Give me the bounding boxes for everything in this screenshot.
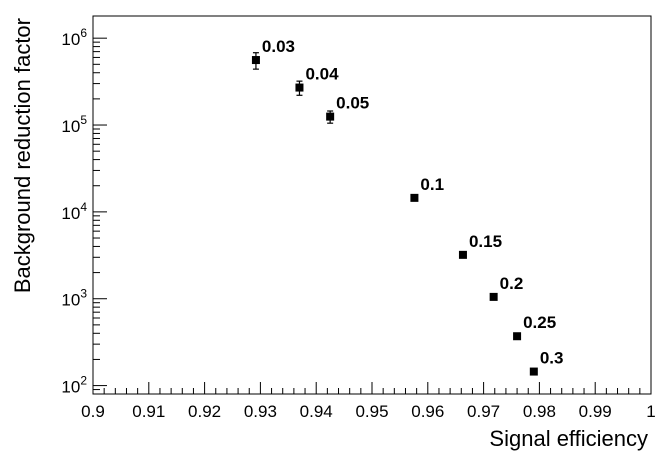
y-tick-base: 10: [61, 117, 80, 136]
y-tick-label: 103: [61, 287, 87, 310]
x-tick-label: 0.93: [244, 402, 277, 421]
data-point-marker: [458, 250, 467, 259]
data-point-marker: [326, 112, 335, 121]
data-point-marker: [529, 367, 538, 376]
y-tick-base: 10: [61, 30, 80, 49]
x-tick-label: 0.94: [300, 402, 333, 421]
x-tick-label: 0.9: [81, 402, 105, 421]
y-tick-exponent: 5: [80, 113, 87, 127]
data-point-label: 0.03: [262, 37, 295, 56]
x-axis-ticks: 0.9 0.91 0.92 0.93 0.94 0.95 0.96 0.97 0.98 0.99 1: [81, 382, 656, 421]
x-tick-label: 0.95: [355, 402, 388, 421]
y-tick-label: 104: [61, 200, 87, 223]
x-tick-label: 0.91: [132, 402, 165, 421]
x-tick-label: 0.99: [579, 402, 612, 421]
data-point-marker: [295, 83, 304, 92]
data-point-marker: [489, 292, 498, 301]
y-tick-exponent: 6: [80, 26, 87, 40]
data-point-label: 0.1: [420, 175, 444, 194]
y-axis-title: Background reduction factor: [10, 18, 35, 293]
y-tick-label: 106: [61, 26, 87, 49]
x-axis-title: Signal efficiency: [489, 426, 648, 451]
y-tick-base: 10: [61, 204, 80, 223]
x-tick-label: 0.92: [188, 402, 221, 421]
y-tick-base: 10: [61, 291, 80, 310]
y-tick-base: 10: [61, 378, 80, 397]
data-point-label: 0.15: [469, 232, 502, 251]
x-tick-label: 0.98: [523, 402, 556, 421]
data-point-label: 0.05: [336, 94, 369, 113]
data-point-label: 0.25: [523, 313, 556, 332]
y-tick-exponent: 3: [80, 287, 87, 301]
plot-frame: [92, 15, 652, 395]
y-tick-label: 105: [61, 113, 87, 136]
data-point-label: 0.2: [500, 274, 524, 293]
data-point-marker: [410, 193, 419, 202]
x-tick-label: 0.96: [411, 402, 444, 421]
y-tick-exponent: 2: [80, 374, 87, 388]
data-point-marker: [513, 332, 522, 341]
data-point-label: 0.04: [305, 65, 339, 84]
data-points: 0.03 0.04 0.05 0.1 0.15 0.2 0.25 0.3: [251, 37, 564, 376]
y-tick-label: 102: [61, 374, 87, 397]
x-tick-label: 0.97: [467, 402, 500, 421]
y-tick-exponent: 4: [80, 200, 87, 214]
data-point-marker: [251, 56, 260, 65]
x-tick-label: 1: [646, 402, 655, 421]
data-point-label: 0.3: [540, 349, 564, 368]
